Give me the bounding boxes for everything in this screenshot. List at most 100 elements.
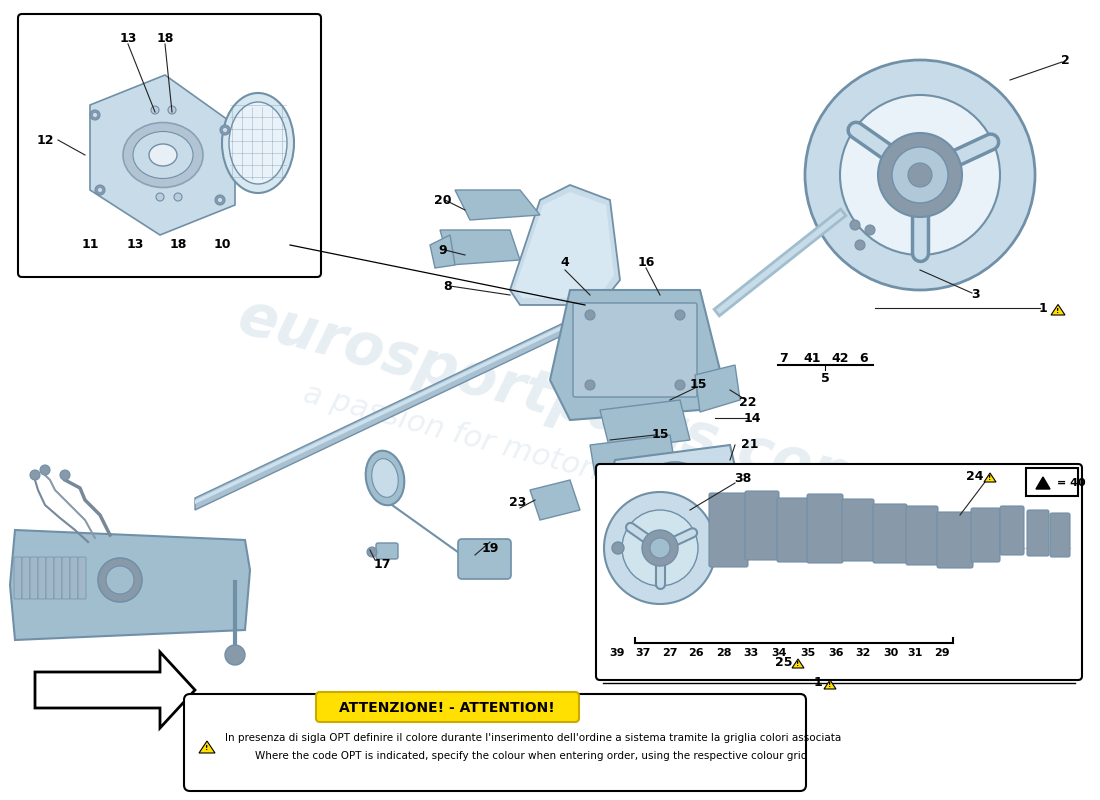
FancyBboxPatch shape (316, 692, 579, 722)
Text: 5: 5 (821, 371, 829, 385)
FancyBboxPatch shape (842, 499, 874, 561)
Circle shape (805, 60, 1035, 290)
FancyBboxPatch shape (596, 464, 1082, 680)
Text: a passion for motoring since 1985: a passion for motoring since 1985 (299, 378, 811, 542)
Text: 29: 29 (934, 648, 949, 658)
Circle shape (865, 225, 874, 235)
Circle shape (812, 126, 844, 158)
Text: 26: 26 (689, 648, 704, 658)
FancyBboxPatch shape (184, 694, 806, 791)
Circle shape (98, 187, 102, 193)
Text: 36: 36 (828, 648, 844, 658)
Circle shape (168, 106, 176, 114)
Circle shape (892, 147, 948, 203)
Ellipse shape (365, 450, 405, 506)
Polygon shape (35, 652, 195, 728)
Text: 1: 1 (1038, 302, 1047, 314)
Text: 27: 27 (662, 648, 678, 658)
Polygon shape (824, 680, 836, 689)
Ellipse shape (229, 102, 287, 184)
Text: 35: 35 (801, 648, 815, 658)
Text: ATTENZIONE! - ATTENTION!: ATTENZIONE! - ATTENTION! (339, 701, 554, 715)
Text: 14: 14 (744, 411, 761, 425)
Circle shape (222, 127, 228, 133)
Text: 10: 10 (213, 238, 231, 251)
Ellipse shape (133, 131, 192, 178)
Text: 15: 15 (651, 429, 669, 442)
Circle shape (997, 193, 1028, 225)
Polygon shape (199, 741, 214, 753)
Text: 31: 31 (908, 648, 923, 658)
Text: = 40: = 40 (1057, 478, 1086, 488)
Circle shape (612, 542, 624, 554)
Polygon shape (600, 400, 690, 450)
Text: 32: 32 (856, 648, 871, 658)
Text: !: ! (1056, 308, 1059, 314)
FancyBboxPatch shape (39, 557, 46, 599)
FancyBboxPatch shape (376, 543, 398, 559)
FancyBboxPatch shape (46, 557, 54, 599)
Circle shape (151, 106, 160, 114)
Circle shape (218, 198, 222, 202)
Polygon shape (590, 435, 675, 475)
Polygon shape (1036, 477, 1050, 489)
Circle shape (953, 244, 984, 276)
Circle shape (921, 62, 953, 94)
Circle shape (156, 193, 164, 201)
Polygon shape (10, 530, 250, 640)
Text: 25: 25 (776, 655, 793, 669)
Text: 24: 24 (966, 470, 983, 482)
FancyBboxPatch shape (1027, 510, 1049, 556)
Text: !: ! (796, 662, 800, 667)
Text: 12: 12 (36, 134, 54, 146)
Circle shape (675, 310, 685, 320)
Polygon shape (195, 308, 595, 510)
FancyBboxPatch shape (1000, 506, 1024, 555)
Circle shape (585, 310, 595, 320)
FancyBboxPatch shape (70, 557, 78, 599)
Ellipse shape (372, 458, 398, 498)
Circle shape (174, 193, 182, 201)
Text: 22: 22 (739, 395, 757, 409)
Polygon shape (440, 230, 520, 265)
Circle shape (106, 566, 134, 594)
Text: 37: 37 (636, 648, 651, 658)
FancyBboxPatch shape (807, 494, 843, 563)
FancyBboxPatch shape (22, 557, 30, 599)
Circle shape (220, 125, 230, 135)
Text: 23: 23 (509, 495, 527, 509)
Circle shape (979, 96, 1011, 128)
Circle shape (30, 470, 40, 480)
FancyBboxPatch shape (30, 557, 38, 599)
Circle shape (855, 244, 887, 276)
Text: 15: 15 (690, 378, 706, 391)
Circle shape (997, 126, 1028, 158)
Text: In presenza di sigla OPT definire il colore durante l'inserimento dell'ordine a : In presenza di sigla OPT definire il col… (226, 733, 842, 743)
Polygon shape (455, 190, 540, 220)
Text: 6: 6 (860, 351, 868, 365)
Polygon shape (600, 445, 745, 555)
Polygon shape (984, 473, 996, 482)
Polygon shape (90, 75, 235, 235)
FancyBboxPatch shape (54, 557, 62, 599)
Text: 33: 33 (744, 648, 759, 658)
FancyBboxPatch shape (458, 539, 512, 579)
Circle shape (214, 195, 225, 205)
Polygon shape (1050, 305, 1065, 315)
Circle shape (953, 74, 984, 106)
Text: 41: 41 (803, 351, 821, 365)
Text: 7: 7 (780, 351, 789, 365)
Text: Where the code OPT is indicated, specify the colour when entering order, using t: Where the code OPT is indicated, specify… (255, 751, 807, 761)
Text: !: ! (206, 746, 209, 751)
FancyBboxPatch shape (906, 506, 938, 565)
Circle shape (812, 193, 844, 225)
Circle shape (1002, 159, 1034, 191)
Circle shape (367, 547, 377, 557)
FancyBboxPatch shape (14, 557, 22, 599)
Text: 38: 38 (735, 471, 751, 485)
FancyBboxPatch shape (1026, 468, 1078, 496)
Circle shape (829, 222, 861, 254)
Circle shape (855, 74, 887, 106)
Circle shape (60, 470, 70, 480)
Circle shape (95, 185, 104, 195)
